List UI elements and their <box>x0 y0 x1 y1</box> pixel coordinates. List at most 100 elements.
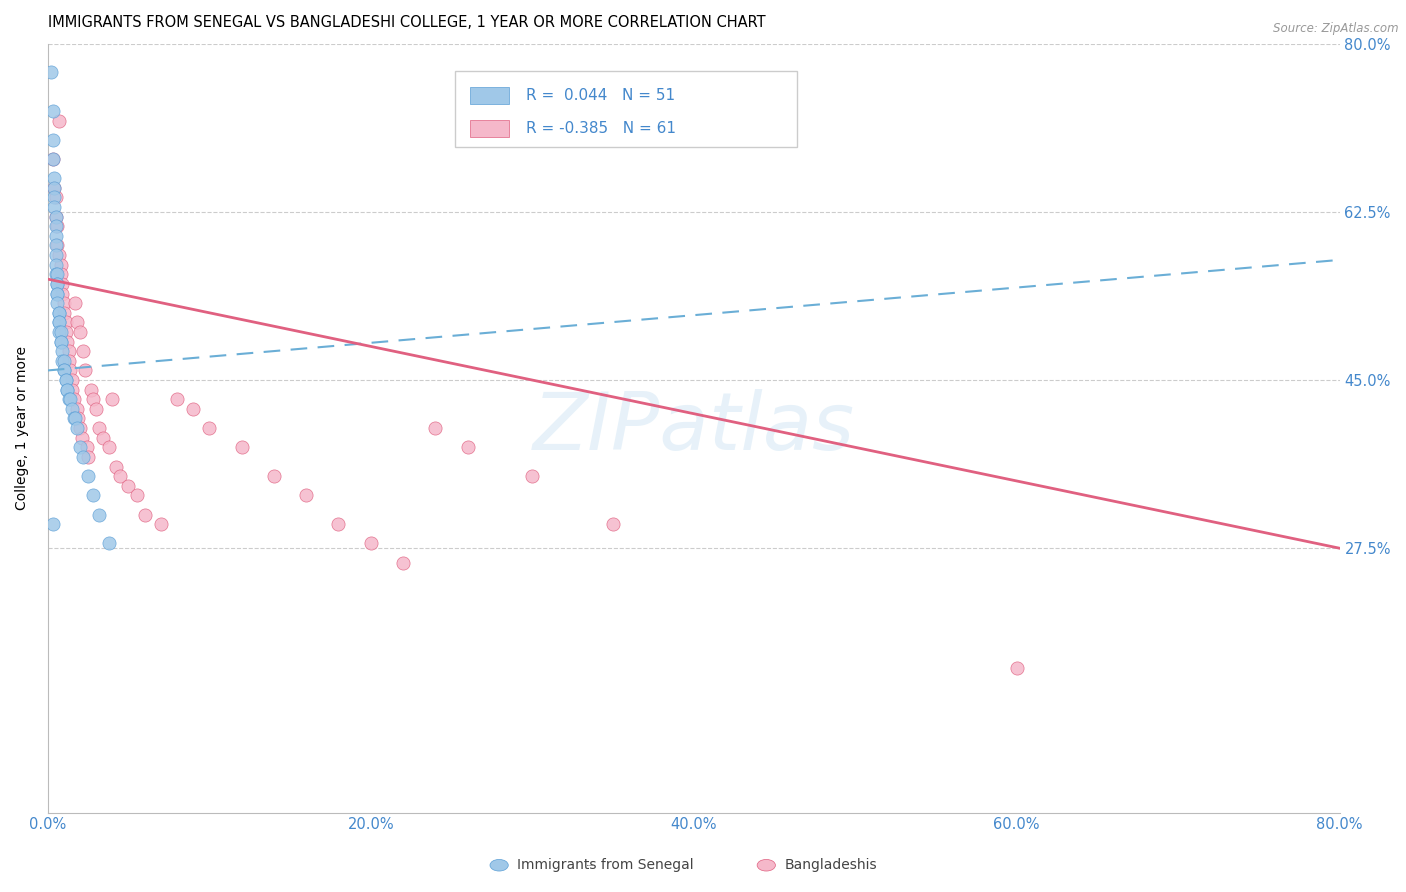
Point <box>45 268 67 282</box>
Point <box>91 431 114 445</box>
Point <box>48 248 70 262</box>
Point <box>69 325 91 339</box>
Point <box>52 363 75 377</box>
Point <box>82 488 104 502</box>
Point <box>98 440 121 454</box>
Y-axis label: College, 1 year or more: College, 1 year or more <box>15 346 30 510</box>
Point <box>44 181 66 195</box>
Point <box>69 421 91 435</box>
Point <box>58 392 80 407</box>
Text: Source: ZipAtlas.com: Source: ZipAtlas.com <box>1274 22 1399 36</box>
Point <box>46 219 69 234</box>
Point <box>89 508 111 522</box>
Point <box>45 238 67 252</box>
Point <box>457 440 479 454</box>
Point <box>55 373 77 387</box>
Point <box>295 488 318 502</box>
Point <box>58 344 80 359</box>
FancyBboxPatch shape <box>454 70 797 147</box>
Point <box>72 450 94 464</box>
Point <box>55 325 77 339</box>
Point <box>62 392 84 407</box>
Point <box>70 431 93 445</box>
Point <box>62 411 84 425</box>
Point <box>66 315 89 329</box>
Point <box>48 325 70 339</box>
Point <box>46 286 69 301</box>
Point <box>51 286 73 301</box>
Point <box>166 392 188 407</box>
Point <box>44 190 66 204</box>
Point <box>60 401 83 416</box>
Point <box>49 325 72 339</box>
Text: Bangladeshis: Bangladeshis <box>785 858 877 872</box>
Point <box>48 315 70 329</box>
Point <box>60 373 83 387</box>
Point <box>51 344 73 359</box>
Point <box>45 228 67 243</box>
Point <box>89 421 111 435</box>
Point <box>104 459 127 474</box>
Point <box>425 421 447 435</box>
Point <box>328 517 350 532</box>
Point <box>1005 661 1028 675</box>
Point <box>51 354 73 368</box>
Point <box>45 219 67 234</box>
Text: ZIPatlas: ZIPatlas <box>533 389 855 467</box>
Point <box>66 401 89 416</box>
Point <box>63 296 86 310</box>
Point <box>52 354 75 368</box>
Point <box>392 556 415 570</box>
Point <box>101 392 124 407</box>
Point <box>69 440 91 454</box>
Point <box>149 517 172 532</box>
Point <box>125 488 148 502</box>
Point <box>46 268 69 282</box>
Point <box>49 258 72 272</box>
Point <box>181 401 204 416</box>
Point <box>41 152 63 166</box>
Point <box>44 171 66 186</box>
Point <box>52 363 75 377</box>
Point <box>44 181 66 195</box>
Point <box>72 344 94 359</box>
Point <box>45 210 67 224</box>
Point <box>46 277 69 291</box>
Point <box>82 392 104 407</box>
Bar <box>470 120 509 136</box>
Point <box>198 421 221 435</box>
Point <box>59 392 82 407</box>
Point <box>231 440 253 454</box>
Point <box>48 306 70 320</box>
Point <box>39 65 62 79</box>
Point <box>52 296 75 310</box>
Point <box>46 238 69 252</box>
Point <box>360 536 382 550</box>
Point <box>73 363 96 377</box>
Point <box>45 248 67 262</box>
Point <box>49 268 72 282</box>
Point <box>41 103 63 118</box>
Text: #A0C8E8: #A0C8E8 <box>588 864 593 866</box>
Point <box>66 421 89 435</box>
Point <box>41 517 63 532</box>
Point <box>77 450 100 464</box>
Point <box>80 383 103 397</box>
Point <box>46 286 69 301</box>
Point <box>48 315 70 329</box>
Point <box>55 315 77 329</box>
Point <box>110 469 132 483</box>
Point <box>67 411 90 425</box>
Point <box>59 363 82 377</box>
Point <box>45 190 67 204</box>
Point <box>263 469 285 483</box>
Point <box>522 469 544 483</box>
Point <box>56 383 79 397</box>
Point <box>46 296 69 310</box>
Point <box>49 334 72 349</box>
Point <box>46 277 69 291</box>
Point <box>63 411 86 425</box>
Point <box>48 306 70 320</box>
Point <box>48 113 70 128</box>
Text: Immigrants from Senegal: Immigrants from Senegal <box>517 858 695 872</box>
